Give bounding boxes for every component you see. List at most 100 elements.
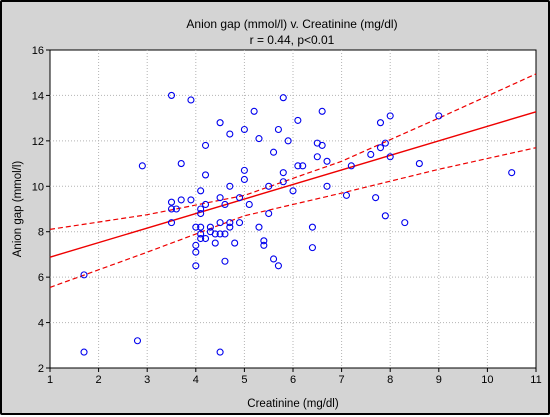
data-point [265,182,273,190]
data-point [313,153,321,161]
data-point [201,141,210,149]
data-point [289,187,297,195]
data-point [216,119,224,127]
regression-line [49,111,537,258]
data-point [401,219,409,227]
data-point [201,171,210,179]
chart-subtitle: r = 0.44, p<0.01 [250,33,335,47]
data-point [235,219,244,227]
x-tick-label: 3 [144,374,150,386]
x-axis: 1 2 3 4 5 6 7 8 9 10 11 [47,368,542,386]
data-point [197,223,205,231]
data-point [274,262,282,270]
data-point [226,223,234,231]
data-point [216,194,224,202]
data-point [279,178,287,186]
y-tick-label: 6 [38,272,44,284]
lower-confidence-band [49,147,537,288]
data-point [201,200,210,209]
data-point [508,169,516,177]
x-axis-label: Creatinine (mg/dl) [247,398,339,410]
x-tick-label: 2 [96,374,102,386]
data-point [80,348,88,356]
data-point [308,223,316,231]
data-point [226,130,234,138]
data-point [284,137,292,145]
data-point [197,209,205,218]
x-tick-label: 4 [193,374,199,386]
data-point [192,223,200,231]
data-point [255,135,263,143]
data-point [226,182,234,190]
data-point [235,194,244,202]
data-point [260,237,268,245]
data-point [167,91,176,99]
data-point [221,230,229,238]
data-point [216,219,224,227]
chart-title: Anion gap (mmol/l) v. Creatinine (mg/dl) [186,17,397,31]
y-tick-label: 16 [32,45,44,57]
data-point [216,230,224,238]
y-axis-label: Anion gap (mmol/l) [12,161,24,258]
data-point [197,230,205,238]
upper-confidence-band [49,73,537,230]
data-point [172,205,180,213]
data-point [279,94,287,102]
data-point [177,160,185,168]
data-point [211,230,219,238]
y-tick-label: 8 [38,227,44,239]
data-point [270,148,278,156]
data-point [260,241,268,249]
data-point [197,234,205,243]
data-point [211,239,219,247]
data-point [80,271,88,279]
x-tick-label: 7 [339,374,345,386]
fit-line [49,111,537,258]
x-tick-label: 11 [530,374,541,386]
data-point [206,223,214,231]
y-tick-label: 2 [38,363,44,375]
data-point [201,234,210,243]
data-point [187,96,195,104]
data-point [299,162,307,170]
data-point [133,337,142,345]
data-point [386,153,394,161]
data-point [167,205,176,213]
data-point [265,209,273,218]
data-point [376,144,385,152]
data-point [240,175,248,184]
data-point [138,162,146,170]
data-point [167,219,176,227]
x-tick-label: 6 [290,374,296,386]
data-point [323,182,331,190]
grid-lines [50,50,536,368]
x-tick-label: 9 [436,374,442,386]
data-point [221,257,229,265]
y-tick-label: 4 [38,318,44,330]
data-point [231,239,239,247]
data-point [216,348,224,356]
x-tick-label: 5 [241,374,247,386]
data-point [274,125,282,134]
data-point [308,244,316,252]
confidence-bands [49,73,537,288]
y-tick-label: 12 [32,136,44,148]
x-tick-label: 1 [47,374,53,386]
data-point [381,212,389,220]
y-tick-label: 14 [32,90,44,102]
data-point [255,223,263,231]
data-point [197,187,205,195]
data-point [177,196,185,204]
data-point [240,166,248,174]
data-point [192,241,200,249]
data-point [323,157,331,165]
data-point [415,160,423,168]
data-point [342,191,351,199]
data-point [240,125,248,134]
data-point [245,200,253,209]
data-point [192,262,200,270]
data-point [386,112,394,120]
data-point [192,248,200,256]
